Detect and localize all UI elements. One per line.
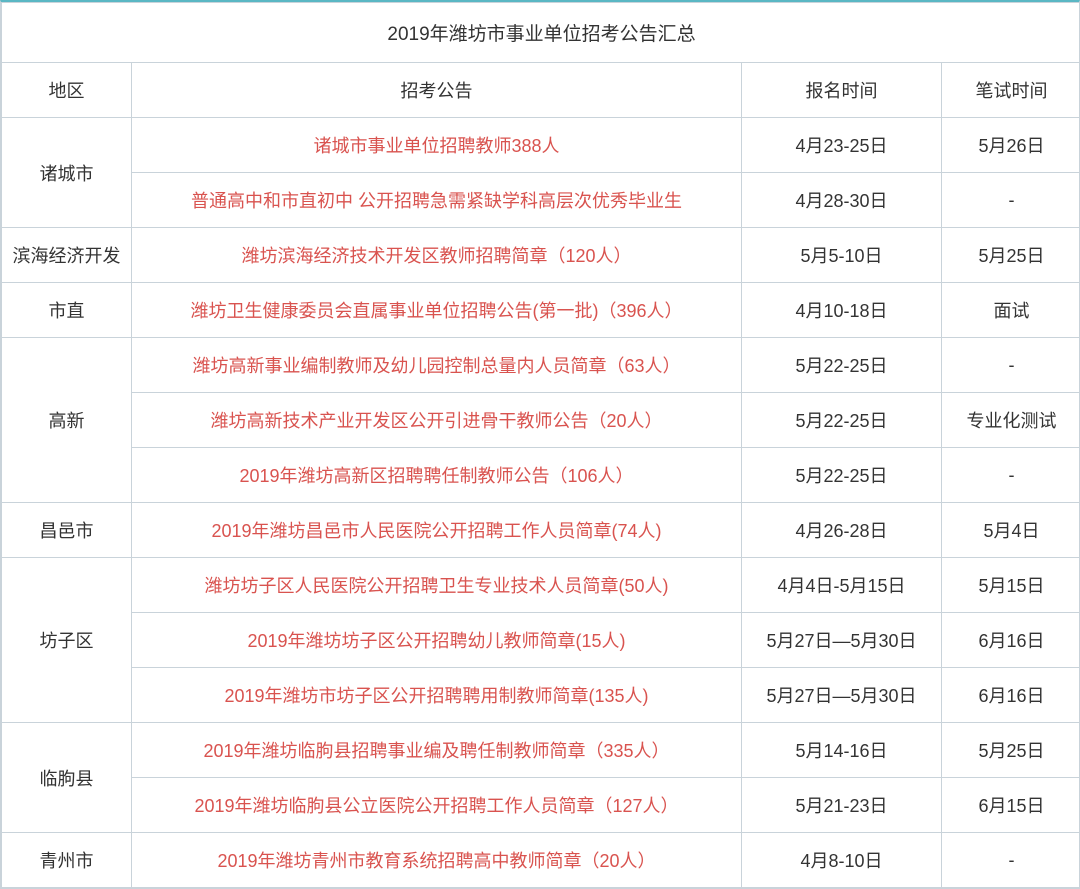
region-cell: 诸城市	[2, 118, 132, 228]
signup-cell: 4月26-28日	[742, 503, 942, 558]
table-row: 2019年潍坊市坊子区公开招聘聘用制教师简章(135人)5月27日—5月30日6…	[2, 668, 1080, 723]
notice-cell[interactable]: 2019年潍坊昌邑市人民医院公开招聘工作人员简章(74人)	[132, 503, 742, 558]
region-cell: 临朐县	[2, 723, 132, 833]
header-exam: 笔试时间	[942, 63, 1080, 118]
table-row: 2019年潍坊临朐县公立医院公开招聘工作人员简章（127人）5月21-23日6月…	[2, 778, 1080, 833]
notice-cell[interactable]: 潍坊滨海经济技术开发区教师招聘简章（120人）	[132, 228, 742, 283]
exam-cell: 6月16日	[942, 613, 1080, 668]
table-title: 2019年潍坊市事业单位招考公告汇总	[2, 3, 1080, 63]
region-cell: 昌邑市	[2, 503, 132, 558]
header-region: 地区	[2, 63, 132, 118]
table-title-row: 2019年潍坊市事业单位招考公告汇总	[2, 3, 1080, 63]
recruitment-table: 2019年潍坊市事业单位招考公告汇总 地区 招考公告 报名时间 笔试时间 诸城市…	[1, 2, 1080, 888]
region-cell: 坊子区	[2, 558, 132, 723]
region-cell: 高新	[2, 338, 132, 503]
notice-cell[interactable]: 2019年潍坊市坊子区公开招聘聘用制教师简章(135人)	[132, 668, 742, 723]
signup-cell: 5月22-25日	[742, 393, 942, 448]
region-cell: 市直	[2, 283, 132, 338]
notice-cell[interactable]: 潍坊高新事业编制教师及幼儿园控制总量内人员简章（63人）	[132, 338, 742, 393]
exam-cell: 5月25日	[942, 228, 1080, 283]
exam-cell: 5月15日	[942, 558, 1080, 613]
signup-cell: 5月27日—5月30日	[742, 613, 942, 668]
signup-cell: 5月27日—5月30日	[742, 668, 942, 723]
signup-cell: 4月28-30日	[742, 173, 942, 228]
notice-cell[interactable]: 普通高中和市直初中 公开招聘急需紧缺学科高层次优秀毕业生	[132, 173, 742, 228]
signup-cell: 4月23-25日	[742, 118, 942, 173]
table-row: 临朐县2019年潍坊临朐县招聘事业编及聘任制教师简章（335人）5月14-16日…	[2, 723, 1080, 778]
exam-cell: 6月15日	[942, 778, 1080, 833]
signup-cell: 5月22-25日	[742, 448, 942, 503]
table-row: 坊子区潍坊坊子区人民医院公开招聘卫生专业技术人员简章(50人)4月4日-5月15…	[2, 558, 1080, 613]
table-row: 昌邑市2019年潍坊昌邑市人民医院公开招聘工作人员简章(74人)4月26-28日…	[2, 503, 1080, 558]
exam-cell: -	[942, 833, 1080, 888]
table-row: 潍坊高新技术产业开发区公开引进骨干教师公告（20人）5月22-25日专业化测试	[2, 393, 1080, 448]
summary-table-container: 2019年潍坊市事业单位招考公告汇总 地区 招考公告 报名时间 笔试时间 诸城市…	[0, 0, 1080, 889]
signup-cell: 5月5-10日	[742, 228, 942, 283]
notice-cell[interactable]: 2019年潍坊高新区招聘聘任制教师公告（106人）	[132, 448, 742, 503]
notice-cell[interactable]: 2019年潍坊临朐县公立医院公开招聘工作人员简章（127人）	[132, 778, 742, 833]
notice-cell[interactable]: 2019年潍坊临朐县招聘事业编及聘任制教师简章（335人）	[132, 723, 742, 778]
header-notice: 招考公告	[132, 63, 742, 118]
region-cell: 青州市	[2, 833, 132, 888]
table-row: 2019年潍坊高新区招聘聘任制教师公告（106人）5月22-25日-	[2, 448, 1080, 503]
table-row: 诸城市诸城市事业单位招聘教师388人4月23-25日5月26日	[2, 118, 1080, 173]
signup-cell: 5月22-25日	[742, 338, 942, 393]
notice-cell[interactable]: 2019年潍坊坊子区公开招聘幼儿教师简章(15人)	[132, 613, 742, 668]
signup-cell: 5月14-16日	[742, 723, 942, 778]
table-row: 市直潍坊卫生健康委员会直属事业单位招聘公告(第一批)（396人）4月10-18日…	[2, 283, 1080, 338]
exam-cell: 6月16日	[942, 668, 1080, 723]
notice-cell[interactable]: 潍坊坊子区人民医院公开招聘卫生专业技术人员简章(50人)	[132, 558, 742, 613]
exam-cell: -	[942, 338, 1080, 393]
notice-cell[interactable]: 诸城市事业单位招聘教师388人	[132, 118, 742, 173]
exam-cell: 5月25日	[942, 723, 1080, 778]
header-signup: 报名时间	[742, 63, 942, 118]
table-row: 普通高中和市直初中 公开招聘急需紧缺学科高层次优秀毕业生4月28-30日-	[2, 173, 1080, 228]
signup-cell: 4月10-18日	[742, 283, 942, 338]
table-header-row: 地区 招考公告 报名时间 笔试时间	[2, 63, 1080, 118]
table-row: 滨海经济开发潍坊滨海经济技术开发区教师招聘简章（120人）5月5-10日5月25…	[2, 228, 1080, 283]
signup-cell: 4月4日-5月15日	[742, 558, 942, 613]
exam-cell: 专业化测试	[942, 393, 1080, 448]
exam-cell: 5月4日	[942, 503, 1080, 558]
exam-cell: -	[942, 173, 1080, 228]
region-cell: 滨海经济开发	[2, 228, 132, 283]
exam-cell: 5月26日	[942, 118, 1080, 173]
notice-cell[interactable]: 2019年潍坊青州市教育系统招聘高中教师简章（20人）	[132, 833, 742, 888]
table-row: 2019年潍坊坊子区公开招聘幼儿教师简章(15人)5月27日—5月30日6月16…	[2, 613, 1080, 668]
notice-cell[interactable]: 潍坊高新技术产业开发区公开引进骨干教师公告（20人）	[132, 393, 742, 448]
exam-cell: 面试	[942, 283, 1080, 338]
notice-cell[interactable]: 潍坊卫生健康委员会直属事业单位招聘公告(第一批)（396人）	[132, 283, 742, 338]
table-row: 青州市2019年潍坊青州市教育系统招聘高中教师简章（20人）4月8-10日-	[2, 833, 1080, 888]
signup-cell: 4月8-10日	[742, 833, 942, 888]
table-row: 高新潍坊高新事业编制教师及幼儿园控制总量内人员简章（63人）5月22-25日-	[2, 338, 1080, 393]
signup-cell: 5月21-23日	[742, 778, 942, 833]
exam-cell: -	[942, 448, 1080, 503]
